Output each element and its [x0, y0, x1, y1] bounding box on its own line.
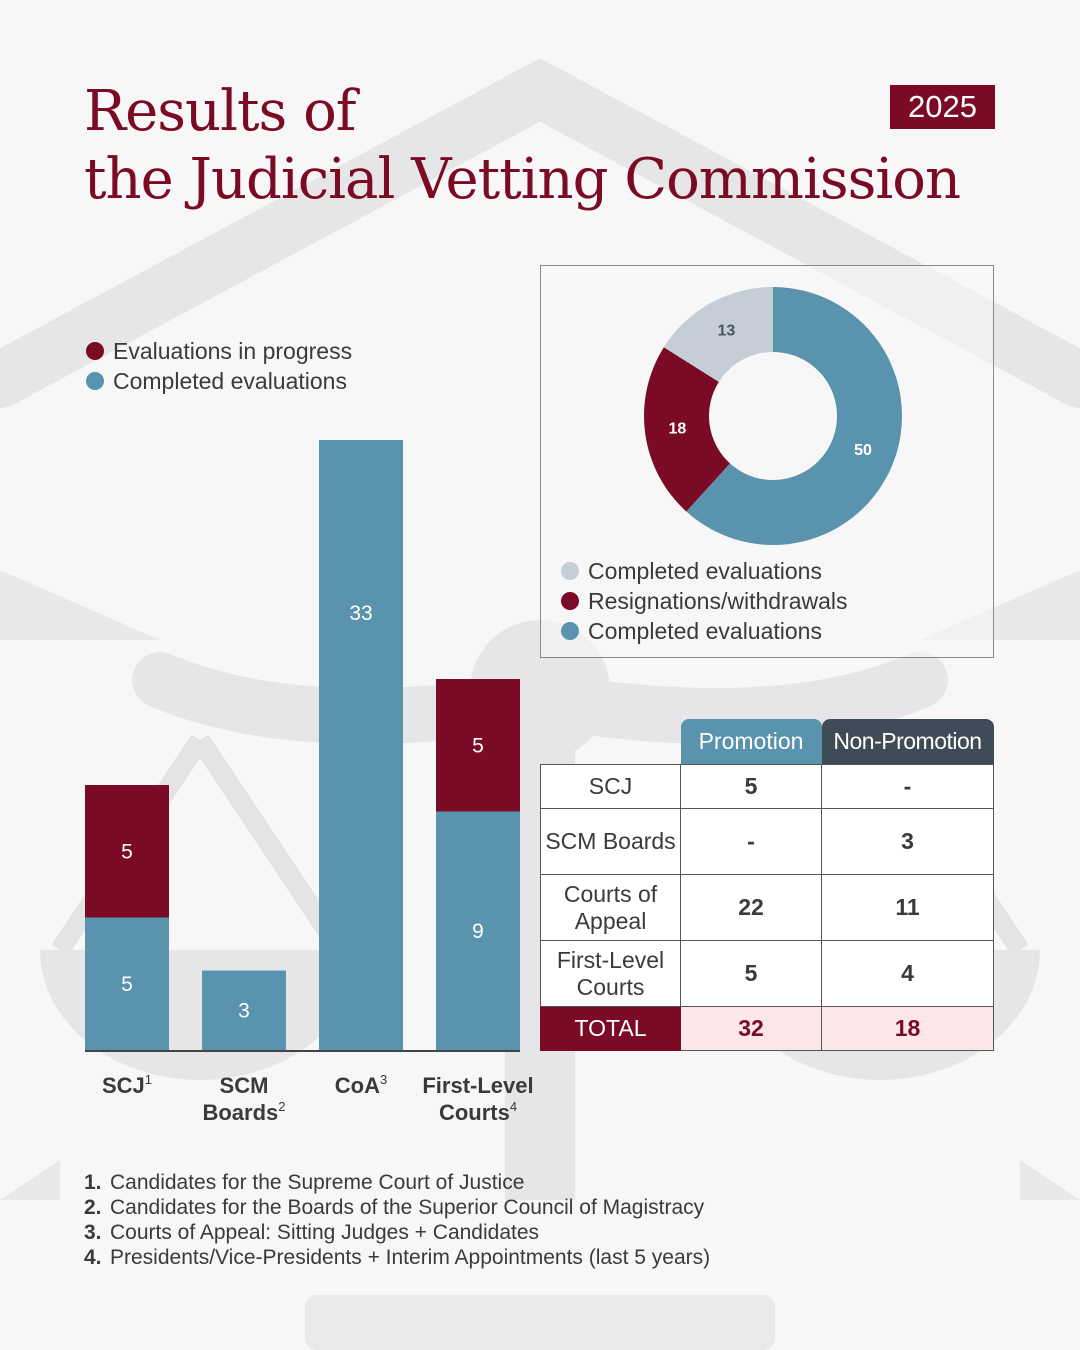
table-corner [541, 719, 681, 765]
cell-non-promotion: 4 [821, 940, 994, 1007]
page-title-line-2: the Judicial Vetting Commission [84, 147, 961, 212]
footnote-text: Courts of Appeal: Sitting Judges + Candi… [110, 1221, 540, 1244]
bar-in-progress-label: 5 [472, 734, 484, 757]
donut-legend-item: Completed evaluations [561, 556, 848, 586]
row-label: First-Level Courts [540, 940, 681, 1007]
footnote-ref: 2 [278, 1099, 285, 1114]
cell-promotion: 5 [680, 764, 822, 809]
row-label: SCM Boards [540, 808, 681, 875]
bar-completed-3 [436, 811, 520, 1050]
cell-promotion: - [680, 808, 822, 875]
bar-completed-label: 3 [238, 999, 250, 1022]
footnote-text: Candidates for the Boards of the Superio… [110, 1196, 705, 1219]
legend-label: Resignations/withdrawals [588, 587, 848, 614]
bar-completed-1 [202, 970, 286, 1050]
cell-promotion: 5 [680, 940, 822, 1007]
table-row: SCM Boards - 3 [540, 808, 994, 875]
x-tick-label: Courts4 [439, 1099, 517, 1125]
bar-in-progress-3 [436, 679, 520, 812]
donut-legend: Completed evaluations Resignations/withd… [561, 556, 848, 646]
bar-completed-label: 33 [349, 602, 372, 625]
legend-dot-blue [561, 622, 579, 640]
donut-slice-label: 13 [717, 323, 735, 340]
x-tick-label: Boards2 [202, 1099, 285, 1125]
footnote: 2. Candidates for the Boards of the Super… [84, 1195, 710, 1220]
footnote-number: 4. [84, 1246, 102, 1269]
bar-in-progress-label: 5 [121, 840, 133, 863]
bar-completed-0 [85, 917, 169, 1050]
legend-dot-in-progress [86, 342, 104, 360]
legend-label: Completed evaluations [588, 557, 822, 584]
footnote: 3. Courts of Appeal: Sitting Judges + Can… [84, 1220, 710, 1245]
table-row: SCJ 5 - [540, 764, 994, 809]
donut-slice-label: 18 [668, 420, 686, 437]
legend-item-in-progress: Evaluations in progress [86, 336, 352, 366]
footnote-text: Candidates for the Supreme Court of Just… [110, 1171, 525, 1194]
legend-item-completed: Completed evaluations [86, 366, 352, 396]
donut-legend-item: Resignations/withdrawals [561, 586, 848, 616]
donut-chart-panel: 50 18 13 Completed evaluations Resignation… [540, 265, 994, 658]
footnote-number: 3. [84, 1221, 102, 1244]
stacked-bar-chart: 55SCJ13SCMBoards2333CoA395First-LevelCou… [85, 440, 534, 1125]
x-tick-label: First-Level [422, 1073, 533, 1098]
year-badge: 2025 [890, 85, 995, 129]
column-header-non-promotion: Non-Promotion [821, 719, 994, 765]
bar-chart-legend: Evaluations in progress Completed evalua… [86, 336, 352, 396]
footnote-ref: 1 [145, 1072, 152, 1087]
donut-slice-0 [686, 287, 902, 545]
total-non-promotion: 18 [821, 1006, 994, 1051]
table-header-row: Promotion Non-Promotion [541, 719, 994, 765]
donut-slice-2 [663, 287, 773, 382]
donut-legend-item: Completed evaluations [561, 616, 848, 646]
footnote-number: 2. [84, 1196, 102, 1219]
cell-non-promotion: - [821, 764, 994, 809]
footnote: 4. Presidents/Vice-Presidents + Interim A… [84, 1245, 710, 1270]
table-total-row: TOTAL 32 18 [540, 1006, 994, 1051]
legend-label: Evaluations in progress [113, 337, 353, 364]
footnote-number: 1. [84, 1171, 102, 1194]
cell-non-promotion: 3 [821, 808, 994, 875]
page-title-line-1: Results of [84, 79, 357, 144]
donut-slice-label: 50 [854, 442, 872, 459]
legend-dot-red [561, 592, 579, 610]
table-row: First-Level Courts 5 4 [540, 940, 994, 1007]
legend-label: Completed evaluations [113, 367, 347, 394]
bar-completed-label: 5 [121, 973, 133, 996]
row-label: SCJ [540, 764, 681, 809]
legend-dot-gray [561, 562, 579, 580]
donut-slice-1 [644, 347, 730, 512]
bar-completed-2 [319, 440, 403, 1050]
footnote-ref: 4 [510, 1099, 517, 1114]
column-header-promotion: Promotion [680, 719, 822, 765]
donut-chart: 50 18 13 [644, 287, 902, 545]
total-promotion: 32 [680, 1006, 822, 1051]
page-title: Results of the Judicial Vetting Commissi… [84, 78, 961, 214]
footnote-ref: 3 [380, 1072, 387, 1087]
cell-promotion: 22 [680, 874, 822, 941]
footnotes: 1. Candidates for the Supreme Court of Ju… [84, 1170, 710, 1270]
footnote: 1. Candidates for the Supreme Court of Ju… [84, 1170, 710, 1195]
x-tick-label: SCJ1 [102, 1072, 152, 1098]
legend-dot-completed [86, 372, 104, 390]
bar-completed-label: 9 [472, 920, 484, 943]
results-table: Promotion Non-Promotion SCJ 5 - SCM Boar… [540, 719, 994, 1051]
table-row: Courts of Appeal 22 11 [540, 874, 994, 941]
row-label: Courts of Appeal [540, 874, 681, 941]
x-tick-label: CoA3 [335, 1072, 387, 1098]
bar-in-progress-0 [85, 785, 169, 918]
footnote-text: Presidents/Vice-Presidents + Interim App… [110, 1246, 711, 1269]
legend-label: Completed evaluations [588, 617, 822, 644]
x-tick-label: SCM [220, 1073, 269, 1098]
total-label: TOTAL [540, 1006, 681, 1051]
cell-non-promotion: 11 [821, 874, 994, 941]
